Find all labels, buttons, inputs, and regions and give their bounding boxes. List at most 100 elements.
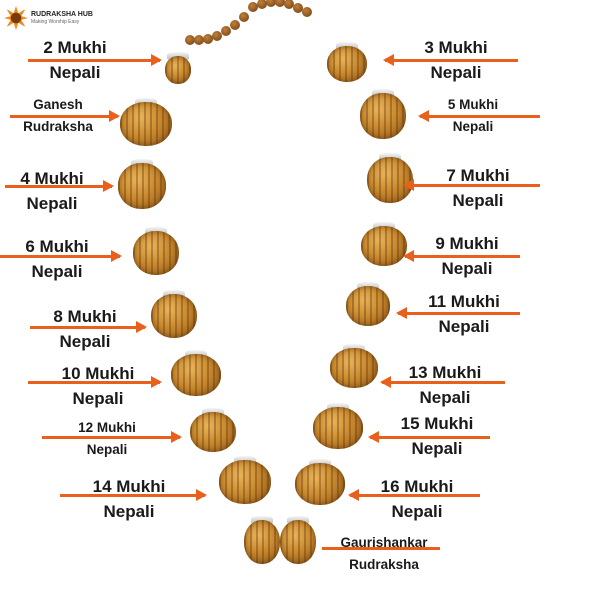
arrow-icon bbox=[30, 321, 147, 333]
rudraksha-bead bbox=[295, 463, 345, 505]
bead-label-line1: 4 Mukhi bbox=[20, 169, 84, 188]
small-bead bbox=[212, 30, 222, 41]
rudraksha-bead bbox=[151, 294, 197, 338]
arrow-icon bbox=[28, 376, 162, 388]
bead-label-line1: 10 Mukhi bbox=[61, 364, 135, 383]
bead-label-line2: Nepali bbox=[441, 259, 493, 278]
bead-label: 16 Mukhi Nepali bbox=[381, 474, 454, 524]
bead-label: 11 Mukhi Nepali bbox=[428, 289, 500, 339]
bead-label-line1: 3 Mukhi bbox=[424, 38, 488, 57]
bead-label-line1: 12 Mukhi bbox=[78, 420, 136, 435]
bead-label-line2: Nepali bbox=[430, 63, 482, 82]
arrow-icon bbox=[380, 376, 505, 388]
small-bead bbox=[194, 34, 204, 45]
bead-label-line2: Nepali bbox=[411, 439, 463, 458]
rudraksha-bead bbox=[360, 93, 406, 139]
small-bead bbox=[221, 26, 231, 37]
rudraksha-bead bbox=[313, 407, 363, 449]
rudraksha-bead bbox=[190, 412, 236, 452]
bead-label-line2: Rudraksha bbox=[349, 557, 419, 572]
arrow-icon bbox=[42, 431, 182, 443]
rudraksha-bead bbox=[165, 56, 191, 84]
rudraksha-bead bbox=[171, 354, 221, 396]
small-bead bbox=[203, 33, 213, 44]
bead-label: Gaurishankar Rudraksha bbox=[340, 532, 427, 576]
arrow-icon bbox=[5, 180, 114, 192]
arrow-icon bbox=[418, 110, 540, 122]
bead-label-line1: 9 Mukhi bbox=[435, 234, 499, 253]
small-bead bbox=[293, 2, 303, 13]
flower-logo-icon bbox=[4, 6, 28, 30]
rudraksha-bead bbox=[219, 460, 271, 504]
small-bead bbox=[239, 12, 249, 23]
small-bead bbox=[248, 2, 258, 13]
bead-label-line2: Nepali bbox=[26, 194, 78, 213]
arrow-icon bbox=[396, 307, 520, 319]
bead-label: 5 Mukhi Nepali bbox=[448, 94, 498, 138]
small-bead bbox=[266, 0, 276, 8]
small-bead bbox=[275, 0, 285, 8]
bead-label: 8 Mukhi Nepali bbox=[53, 304, 116, 354]
rudraksha-bead bbox=[133, 231, 179, 275]
bead-label: 9 Mukhi Nepali bbox=[435, 231, 498, 281]
small-bead bbox=[230, 19, 240, 30]
bead-label: 3 Mukhi Nepali bbox=[424, 35, 487, 85]
bead-label-line1: 16 Mukhi bbox=[380, 477, 454, 496]
bead-label: 12 Mukhi Nepali bbox=[78, 417, 136, 461]
arrow-icon bbox=[348, 489, 480, 501]
bead-label: 10 Mukhi Nepali bbox=[62, 361, 135, 411]
bead-label-line1: 15 Mukhi bbox=[400, 414, 474, 433]
bead-label: 15 Mukhi Nepali bbox=[401, 411, 474, 461]
bead-label-line2: Nepali bbox=[419, 388, 471, 407]
rudraksha-bead bbox=[280, 520, 316, 564]
bead-label-line1: 6 Mukhi bbox=[25, 237, 89, 256]
bead-label-line1: 11 Mukhi bbox=[428, 292, 500, 311]
arrow-icon bbox=[10, 110, 120, 122]
rudraksha-bead bbox=[361, 226, 407, 266]
bead-label-line2: Nepali bbox=[391, 502, 443, 521]
bead-label-line2: Nepali bbox=[103, 502, 155, 521]
bead-label-line2: Nepali bbox=[49, 63, 101, 82]
rudraksha-bead bbox=[120, 102, 172, 146]
bead-label-line1: 8 Mukhi bbox=[53, 307, 117, 326]
bead-label: Ganesh Rudraksha bbox=[23, 94, 93, 138]
bead-label-line2: Nepali bbox=[72, 389, 124, 408]
arrow-icon bbox=[28, 54, 162, 66]
rudraksha-bead bbox=[330, 348, 378, 388]
arrow-icon bbox=[383, 54, 518, 66]
arrow-icon bbox=[403, 250, 520, 262]
bead-label-line1: 7 Mukhi bbox=[446, 166, 510, 185]
bead-label: 13 Mukhi Nepali bbox=[409, 360, 482, 410]
bead-label-line2: Nepali bbox=[31, 262, 83, 281]
arrow-icon bbox=[403, 179, 540, 191]
rudraksha-bead bbox=[346, 286, 390, 326]
bead-label-line1: Ganesh bbox=[33, 97, 83, 112]
bead-label: 4 Mukhi Nepali bbox=[20, 166, 83, 216]
bead-label-line1: Gaurishankar bbox=[340, 535, 428, 550]
bead-label-line2: Nepali bbox=[438, 317, 490, 336]
rudraksha-bead bbox=[118, 163, 166, 209]
bead-label-line2: Nepali bbox=[452, 191, 504, 210]
bead-label-line1: 13 Mukhi bbox=[408, 363, 482, 382]
bead-label-line2: Rudraksha bbox=[23, 119, 93, 134]
bead-label: 7 Mukhi Nepali bbox=[446, 163, 509, 213]
small-bead bbox=[302, 6, 312, 17]
logo-tagline: Making Worship Easy bbox=[31, 19, 80, 25]
bead-label-line1: 2 Mukhi bbox=[43, 38, 107, 57]
logo: RUDRAKSHA HUB Making Worship Easy bbox=[4, 6, 93, 30]
small-bead bbox=[257, 0, 267, 9]
arrow-icon bbox=[0, 250, 122, 262]
small-bead bbox=[185, 35, 195, 45]
rudraksha-bead bbox=[244, 520, 280, 564]
bead-label-line2: Nepali bbox=[452, 119, 494, 134]
bead-label: 2 Mukhi Nepali bbox=[43, 35, 106, 85]
bead-label: 14 Mukhi Nepali bbox=[93, 474, 166, 524]
arrow-icon bbox=[368, 431, 490, 443]
bead-label-line1: 5 Mukhi bbox=[447, 97, 499, 112]
bead-label: 6 Mukhi Nepali bbox=[25, 234, 88, 284]
rudraksha-bead bbox=[327, 46, 367, 82]
arrow-icon bbox=[322, 547, 440, 550]
logo-brand: RUDRAKSHA HUB bbox=[31, 11, 93, 18]
arrow-icon bbox=[60, 489, 207, 501]
